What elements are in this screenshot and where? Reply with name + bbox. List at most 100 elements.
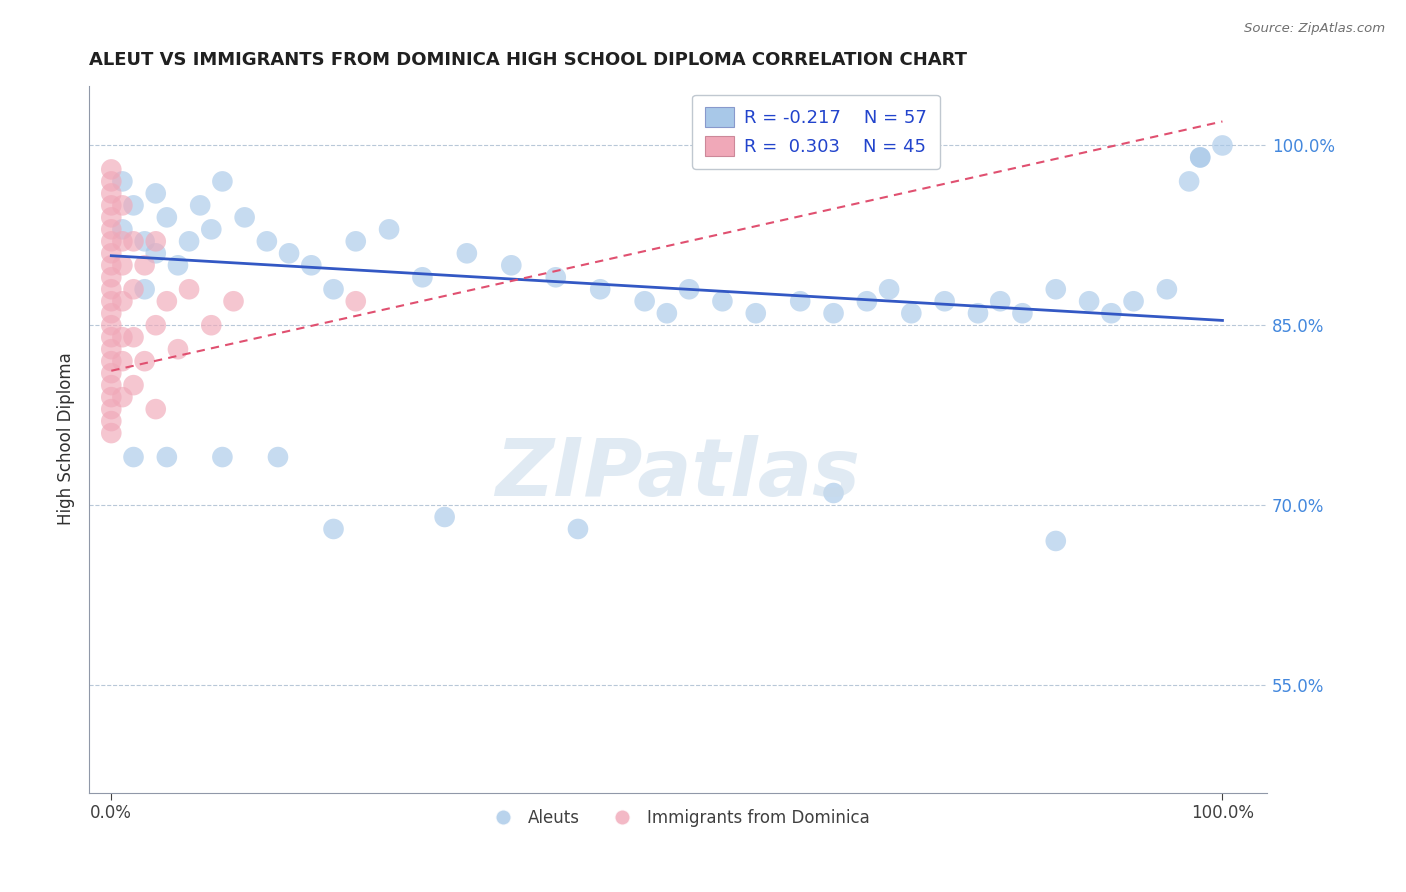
Point — [344, 294, 367, 309]
Point — [256, 235, 278, 249]
Point — [100, 162, 122, 177]
Point — [100, 246, 122, 260]
Point — [100, 211, 122, 225]
Point — [122, 198, 145, 212]
Point — [100, 426, 122, 441]
Y-axis label: High School Diploma: High School Diploma — [58, 352, 75, 525]
Text: ZIPatlas: ZIPatlas — [495, 435, 860, 514]
Text: Source: ZipAtlas.com: Source: ZipAtlas.com — [1244, 22, 1385, 36]
Point — [789, 294, 811, 309]
Point — [100, 366, 122, 380]
Point — [156, 294, 179, 309]
Point — [100, 414, 122, 428]
Point — [200, 222, 222, 236]
Point — [100, 330, 122, 344]
Point — [100, 402, 122, 417]
Point — [222, 294, 245, 309]
Point — [567, 522, 589, 536]
Point — [544, 270, 567, 285]
Point — [156, 211, 179, 225]
Point — [122, 282, 145, 296]
Point — [823, 306, 845, 320]
Point — [200, 318, 222, 333]
Point — [411, 270, 433, 285]
Point — [100, 318, 122, 333]
Point — [100, 378, 122, 392]
Point — [111, 235, 134, 249]
Point — [1189, 150, 1212, 164]
Point — [211, 174, 233, 188]
Point — [1045, 282, 1067, 296]
Point — [100, 186, 122, 201]
Point — [877, 282, 900, 296]
Point — [344, 235, 367, 249]
Legend: Aleuts, Immigrants from Dominica: Aleuts, Immigrants from Dominica — [479, 803, 876, 834]
Point — [1189, 150, 1212, 164]
Point — [589, 282, 612, 296]
Point — [1011, 306, 1033, 320]
Point — [134, 235, 156, 249]
Point — [967, 306, 990, 320]
Point — [856, 294, 879, 309]
Point — [900, 306, 922, 320]
Point — [267, 450, 290, 464]
Point — [1099, 306, 1122, 320]
Point — [122, 378, 145, 392]
Point — [145, 402, 167, 417]
Point — [1156, 282, 1178, 296]
Point — [100, 222, 122, 236]
Point — [278, 246, 301, 260]
Point — [122, 450, 145, 464]
Point — [111, 390, 134, 404]
Point — [100, 354, 122, 368]
Point — [145, 186, 167, 201]
Point — [1045, 533, 1067, 548]
Point — [111, 354, 134, 368]
Point — [100, 235, 122, 249]
Point — [322, 522, 344, 536]
Point — [823, 486, 845, 500]
Point — [988, 294, 1011, 309]
Point — [145, 318, 167, 333]
Point — [111, 258, 134, 272]
Point — [678, 282, 700, 296]
Point — [456, 246, 478, 260]
Point — [134, 354, 156, 368]
Point — [211, 450, 233, 464]
Point — [111, 198, 134, 212]
Point — [501, 258, 523, 272]
Point — [299, 258, 322, 272]
Point — [100, 342, 122, 356]
Point — [100, 390, 122, 404]
Point — [100, 174, 122, 188]
Point — [145, 246, 167, 260]
Point — [100, 198, 122, 212]
Point — [1122, 294, 1144, 309]
Point — [100, 294, 122, 309]
Text: ALEUT VS IMMIGRANTS FROM DOMINICA HIGH SCHOOL DIPLOMA CORRELATION CHART: ALEUT VS IMMIGRANTS FROM DOMINICA HIGH S… — [89, 51, 967, 69]
Point — [188, 198, 211, 212]
Point — [177, 282, 200, 296]
Point — [111, 222, 134, 236]
Point — [134, 258, 156, 272]
Point — [100, 282, 122, 296]
Point — [655, 306, 678, 320]
Point — [167, 342, 190, 356]
Point — [711, 294, 734, 309]
Point — [1078, 294, 1101, 309]
Point — [745, 306, 768, 320]
Point — [177, 235, 200, 249]
Point — [1178, 174, 1201, 188]
Point — [100, 258, 122, 272]
Point — [100, 306, 122, 320]
Point — [233, 211, 256, 225]
Point — [111, 294, 134, 309]
Point — [322, 282, 344, 296]
Point — [122, 235, 145, 249]
Point — [934, 294, 956, 309]
Point — [122, 330, 145, 344]
Point — [633, 294, 655, 309]
Point — [111, 174, 134, 188]
Point — [145, 235, 167, 249]
Point — [378, 222, 401, 236]
